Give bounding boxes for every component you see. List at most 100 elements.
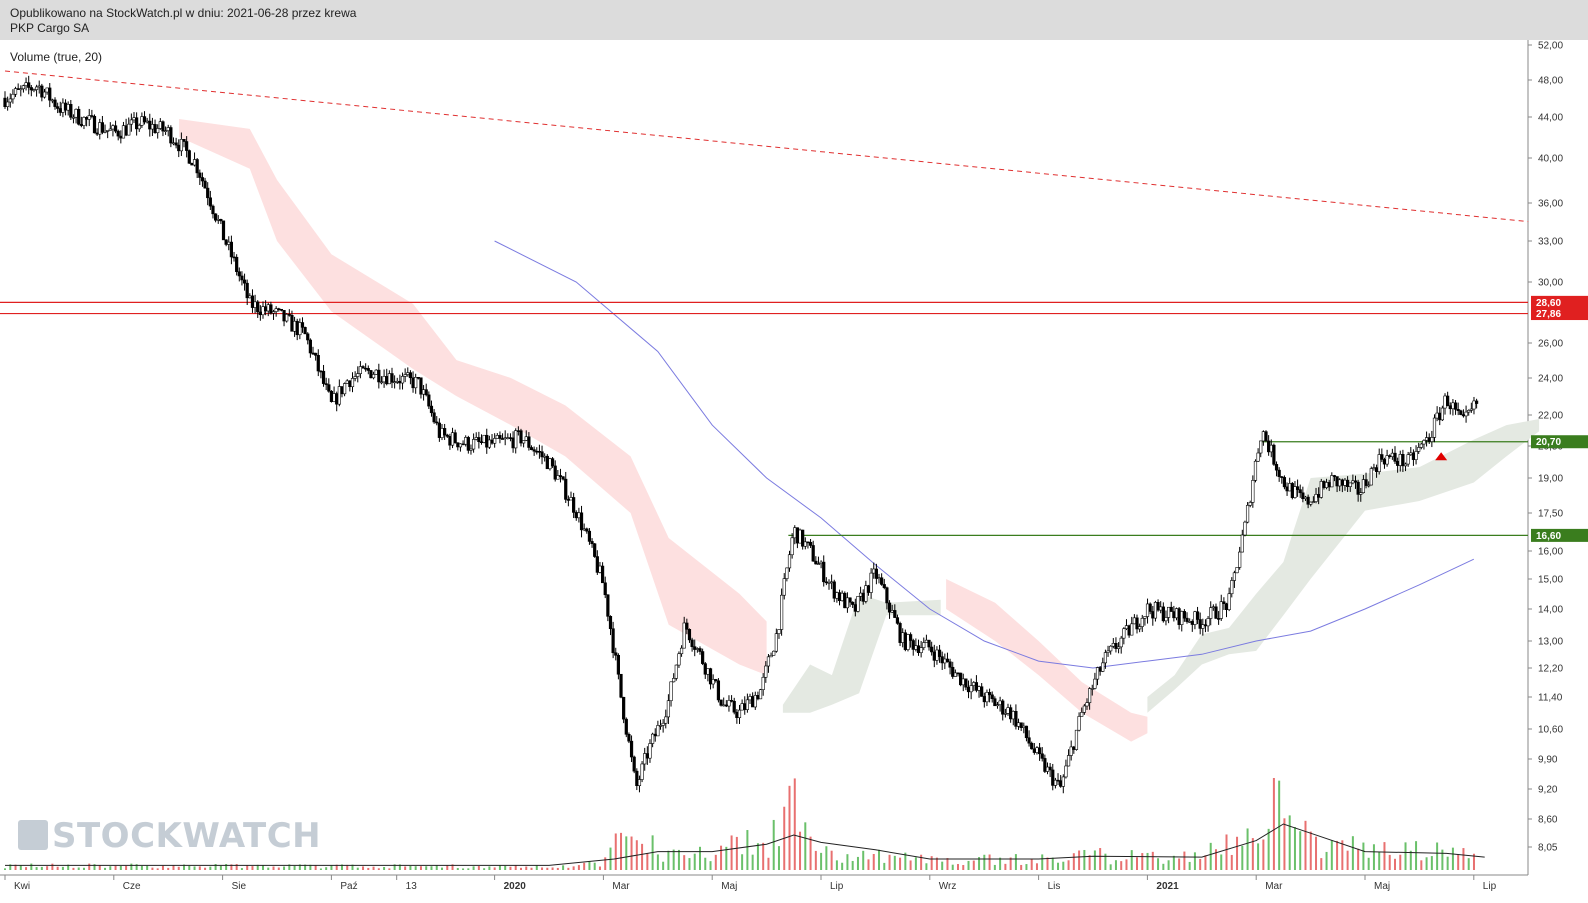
candle-body <box>627 734 631 742</box>
candle-body <box>658 725 663 727</box>
candle-body <box>485 434 489 448</box>
volume-bar <box>904 852 907 870</box>
candle-body <box>724 704 728 707</box>
volume-bar <box>1214 849 1217 870</box>
candle-body <box>1188 621 1192 623</box>
candle-body <box>1361 479 1366 494</box>
volume-bar <box>251 866 254 870</box>
candle-body <box>387 373 391 385</box>
volume-bar <box>688 858 691 870</box>
candle-body <box>729 700 734 702</box>
candle-body <box>3 97 7 107</box>
candle-body <box>1290 483 1294 498</box>
candle-body <box>282 310 286 322</box>
candle-body <box>48 87 52 101</box>
volume-bar <box>677 849 680 870</box>
volume-bar <box>1162 863 1165 870</box>
volume-bar <box>1120 861 1123 870</box>
candle-body <box>487 439 491 448</box>
candle-body <box>256 301 260 313</box>
candle-body <box>679 647 684 655</box>
candle-body <box>1148 603 1152 612</box>
level-badge <box>1531 435 1588 449</box>
volume-bar <box>814 850 817 870</box>
volume-bar <box>1393 858 1396 870</box>
volume-bar <box>1172 855 1175 870</box>
volume-bar <box>572 866 575 870</box>
candle-body <box>1211 606 1215 609</box>
candle-body <box>287 314 291 316</box>
price-tick-label: 10,60 <box>1538 725 1563 736</box>
candle-body <box>163 130 168 132</box>
volume-bar <box>404 866 407 870</box>
candle-body <box>490 439 494 444</box>
candle-body <box>1288 483 1292 492</box>
candle-body <box>909 634 913 641</box>
volume-bar <box>1083 849 1086 870</box>
candle-body <box>258 311 262 316</box>
candle-body <box>1135 617 1139 630</box>
candle-body <box>261 306 265 316</box>
candle-body <box>11 93 15 100</box>
candle-body <box>598 565 602 573</box>
price-tick-label: 19,00 <box>1538 474 1563 485</box>
candle-body <box>382 376 386 383</box>
candle-body <box>1396 461 1400 466</box>
candle-body <box>1356 481 1360 495</box>
candle-body <box>977 686 981 691</box>
candle-body <box>837 592 842 602</box>
volume-bar <box>114 865 117 870</box>
candle-body <box>848 597 852 603</box>
candle-body <box>298 322 302 336</box>
candle-body <box>379 381 384 384</box>
volume-bar <box>956 864 959 870</box>
volume-bar <box>1436 842 1439 870</box>
volume-bar <box>388 868 391 870</box>
ichimoku-cloud-bearish <box>179 119 767 676</box>
volume-bar <box>1067 860 1070 870</box>
candle-body <box>906 634 910 650</box>
volume-bar <box>935 857 938 870</box>
candle-body <box>245 282 249 299</box>
candle-body <box>266 304 270 312</box>
volume-bar <box>1204 855 1207 870</box>
candle-body <box>774 633 778 652</box>
candle-body <box>1132 617 1136 625</box>
candle-body <box>1061 776 1065 787</box>
candle-body <box>1217 618 1221 620</box>
price-chart: 52,00 48,00 44,00 40,00 36,00 33,00 30,00 26,00… <box>0 40 1588 892</box>
candle-body <box>1314 494 1318 502</box>
candle-body <box>506 437 510 439</box>
candle-body <box>319 370 323 373</box>
volume-bar <box>414 866 417 870</box>
volume-bar <box>1188 861 1191 870</box>
candle-body <box>458 443 463 448</box>
candle-body <box>764 665 768 678</box>
price-tick-label: 13,00 <box>1538 637 1563 648</box>
candle-body <box>411 377 415 389</box>
price-tick-label: 44,00 <box>1538 113 1563 124</box>
candle-body <box>677 653 681 666</box>
candle-body <box>1064 765 1068 778</box>
candle-body <box>85 117 89 120</box>
candle-body <box>937 649 942 657</box>
candle-body <box>995 704 1000 707</box>
candle-body <box>606 594 610 617</box>
volume-bar <box>1251 838 1254 870</box>
volume-bar <box>1193 852 1196 870</box>
candle-body <box>885 587 889 604</box>
candle-body <box>1193 611 1197 625</box>
candle-body <box>427 394 431 407</box>
candle-body <box>443 428 447 436</box>
candle-body <box>927 639 931 648</box>
candle-body <box>935 649 939 661</box>
price-tick-label: 9,20 <box>1538 785 1558 796</box>
volume-bar <box>383 867 386 870</box>
candle-body <box>414 377 418 389</box>
candle-body <box>335 393 339 405</box>
candle-body <box>1335 476 1339 487</box>
volume-bar <box>720 845 723 870</box>
candle-body <box>1372 467 1376 469</box>
volume-bar <box>1388 854 1391 870</box>
volume-bar <box>1367 857 1370 870</box>
